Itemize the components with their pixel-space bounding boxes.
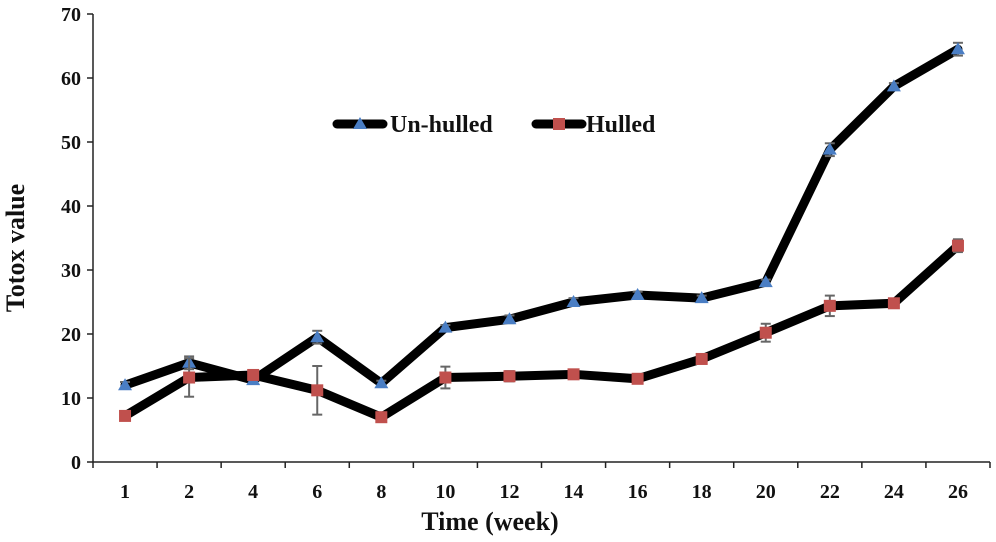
- series-line-hulled: [120, 241, 963, 422]
- legend-item-hulled: Hulled: [531, 112, 656, 138]
- data-point: [695, 352, 708, 365]
- x-tick-label: 20: [756, 481, 776, 503]
- x-axis-title: Time (week): [421, 507, 558, 536]
- data-point: [502, 312, 517, 325]
- data-point: [567, 368, 580, 381]
- y-tick-label: 60: [61, 68, 81, 90]
- y-tick-label: 30: [61, 260, 81, 282]
- y-axis-title: Totox value: [1, 184, 30, 312]
- data-point: [951, 239, 964, 252]
- legend-item-un-hulled: Un-hulled: [332, 112, 493, 138]
- data-point: [694, 291, 709, 304]
- x-tick-label: 14: [564, 481, 584, 503]
- data-point: [887, 297, 900, 310]
- y-tick-label: 20: [61, 324, 81, 346]
- legend-marker: [353, 117, 367, 129]
- x-tick-label: 24: [884, 481, 904, 503]
- x-tick-label: 8: [376, 481, 386, 503]
- data-point: [631, 372, 644, 385]
- data-point: [374, 376, 389, 389]
- data-point: [503, 370, 516, 383]
- y-tick-label: 40: [61, 196, 81, 218]
- x-tick-label: 1: [120, 481, 130, 503]
- x-tick-label: 4: [248, 481, 258, 503]
- legend-label: Hulled: [586, 112, 656, 138]
- x-tick-label: 18: [692, 481, 712, 503]
- x-tick-label: 10: [435, 481, 455, 503]
- data-point: [759, 326, 772, 339]
- x-tick-label: 26: [948, 481, 968, 503]
- y-tick-label: 70: [61, 4, 81, 26]
- series-layer: [118, 41, 965, 424]
- x-tick-label: 2: [184, 481, 194, 503]
- axes: [92, 14, 990, 463]
- series-hulled: [119, 238, 964, 424]
- legend-label: Un-hulled: [390, 112, 493, 138]
- data-point: [950, 42, 965, 55]
- data-point: [438, 320, 453, 333]
- y-tick-label: 10: [61, 388, 81, 410]
- data-point: [630, 287, 645, 300]
- legend-marker: [553, 118, 565, 130]
- x-tick-label: 16: [628, 481, 648, 503]
- data-point: [758, 275, 773, 288]
- x-tick-label: 12: [499, 481, 519, 503]
- data-point: [822, 142, 837, 155]
- x-tick-label: 22: [820, 481, 840, 503]
- data-point: [566, 295, 581, 307]
- x-tick-label: 6: [312, 481, 322, 503]
- y-tick-label: 50: [61, 132, 81, 154]
- data-point: [310, 330, 325, 343]
- data-point: [439, 371, 452, 384]
- series-line-un-hulled: [120, 44, 963, 390]
- data-point: [311, 384, 324, 397]
- legend: Un-hulled Hulled: [332, 112, 656, 138]
- data-point: [247, 368, 260, 381]
- data-point: [183, 371, 196, 384]
- data-point: [823, 299, 836, 312]
- data-point: [118, 378, 133, 391]
- series-un-hulled: [118, 41, 965, 391]
- data-point: [119, 409, 132, 422]
- data-point: [886, 79, 901, 92]
- data-point: [375, 411, 388, 424]
- y-tick-label: 0: [71, 452, 81, 474]
